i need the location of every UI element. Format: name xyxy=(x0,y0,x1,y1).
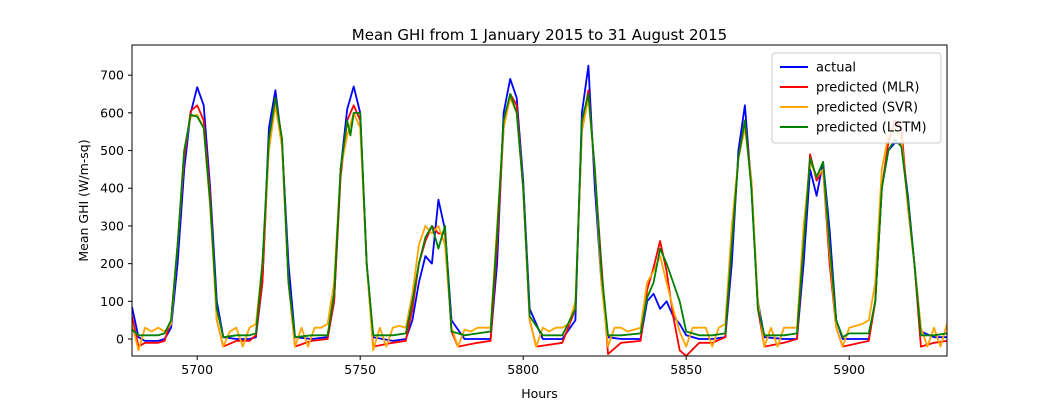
y-axis-label: Mean GHI (W/m-sq) xyxy=(76,139,91,261)
y-tick-label: 600 xyxy=(100,105,124,120)
y-tick-label: 300 xyxy=(100,218,124,233)
legend: actual predicted (MLR) predicted (SVR) pred… xyxy=(771,52,942,144)
x-tick-label: 5750 xyxy=(344,362,376,377)
y-tick-label: 0 xyxy=(116,332,124,347)
y-tick-label: 100 xyxy=(100,294,124,309)
series-layer xyxy=(132,64,947,356)
legend-label: predicted (LSTM) xyxy=(816,121,927,136)
plot-frame xyxy=(131,44,948,357)
y-axis: 0 100 200 300 400 500 600 700 xyxy=(100,68,132,347)
x-axis-label: Hours xyxy=(521,386,558,401)
y-tick-label: 400 xyxy=(100,181,124,196)
y-tick-label: 500 xyxy=(100,143,124,158)
chart-title: Mean GHI from 1 January 2015 to 31 Augus… xyxy=(352,26,727,44)
y-tick-label: 200 xyxy=(100,256,124,271)
series-line-3 xyxy=(132,93,947,339)
legend-label: predicted (MLR) xyxy=(816,81,919,96)
x-tick-label: 5850 xyxy=(670,362,702,377)
x-tick-label: 5800 xyxy=(507,362,539,377)
x-tick-label: 5700 xyxy=(181,362,213,377)
legend-box xyxy=(771,52,942,144)
legend-label: predicted (SVR) xyxy=(816,101,918,116)
x-axis: 5700 5750 5800 5850 5900 xyxy=(181,356,865,377)
legend-label: actual xyxy=(816,61,856,76)
y-tick-label: 700 xyxy=(100,68,124,83)
x-tick-label: 5900 xyxy=(833,362,865,377)
